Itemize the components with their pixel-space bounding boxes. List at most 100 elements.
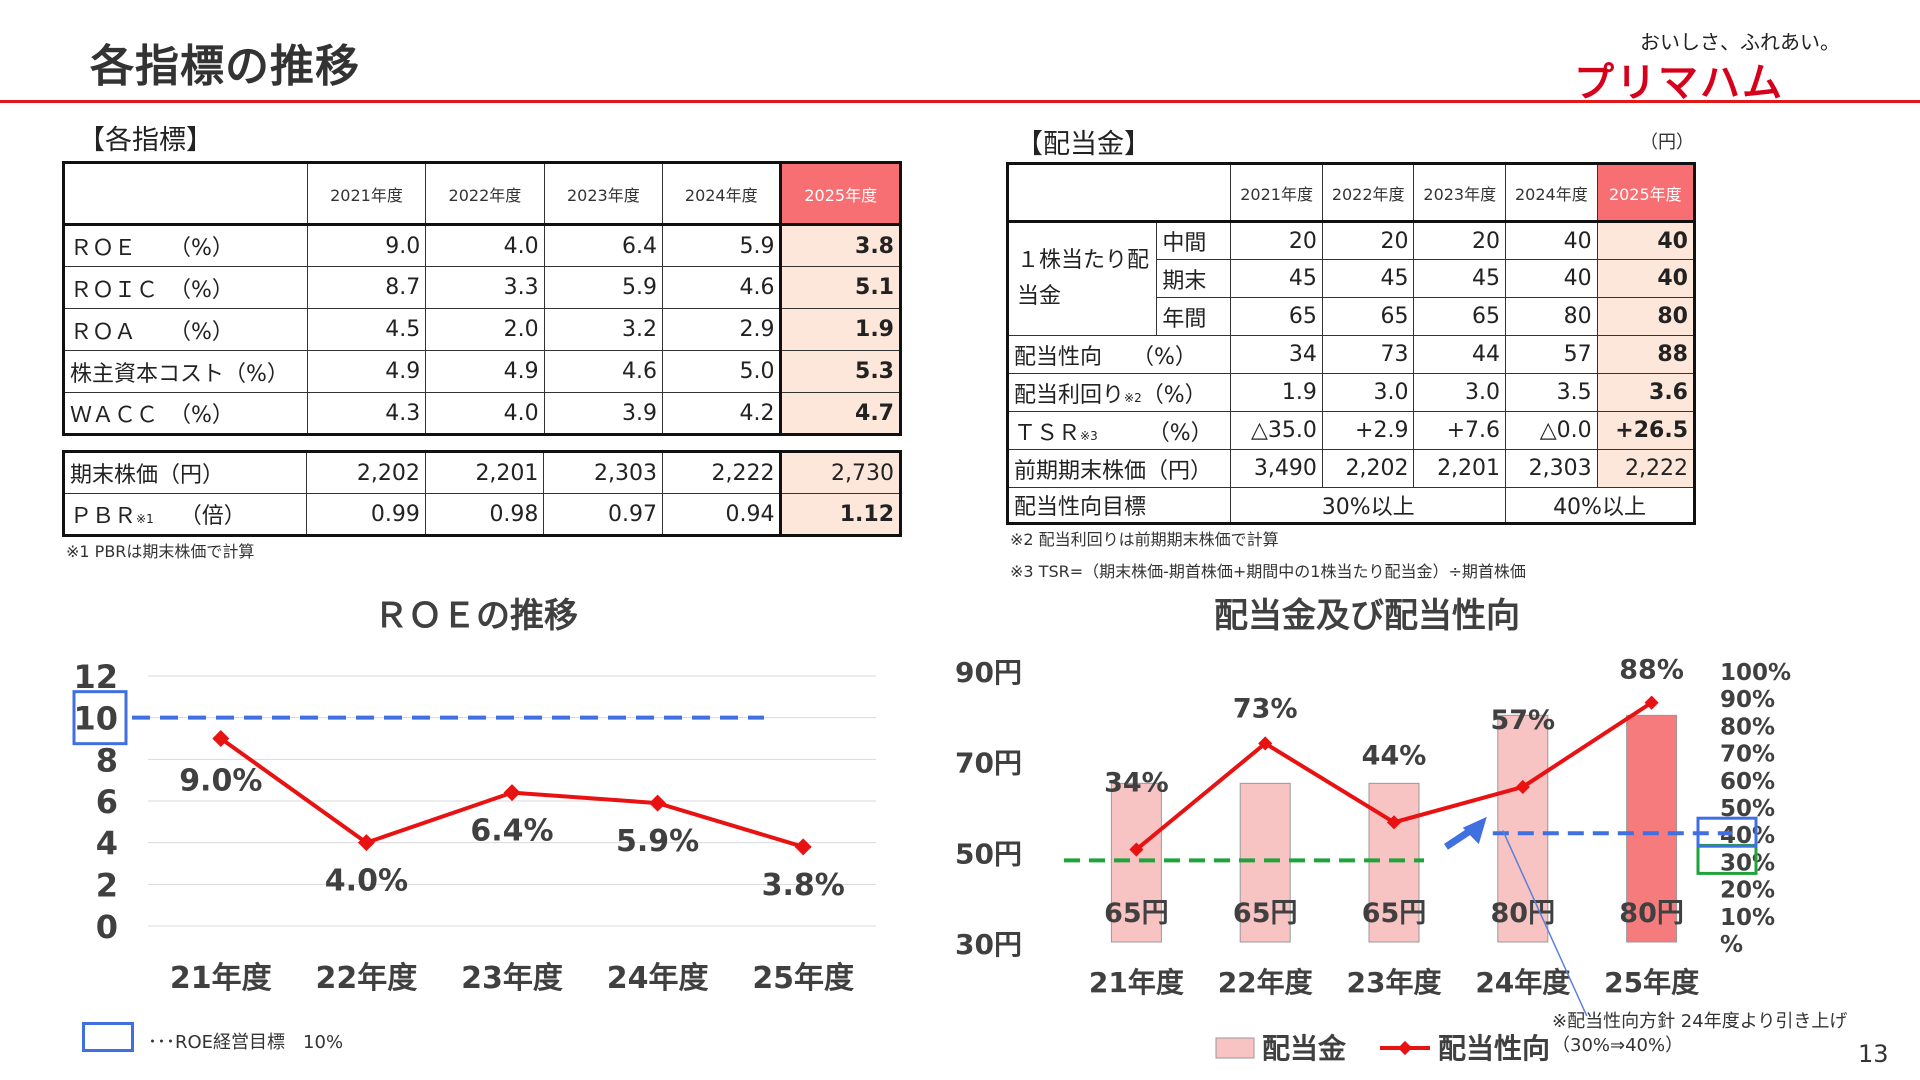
roe-target-legend-label: ･･･ROE経営目標 10% <box>148 1032 344 1053</box>
indicators-row-label: ＲＯＩＣ （%） <box>63 266 308 309</box>
dividends-row-note: ※3 <box>1080 428 1098 443</box>
dividends-cell: △35.0 <box>1230 411 1323 450</box>
table-row: 株主資本コスト（%） 4.9 4.9 4.6 5.0 5.3 <box>63 350 901 393</box>
indicators-cell: 6.4 <box>543 224 664 267</box>
dividends-cell: +7.6 <box>1413 411 1507 450</box>
price-cell-highlight: 2,730 <box>779 451 901 494</box>
policy-arrow-icon <box>1462 816 1487 845</box>
dividend-bar <box>1239 782 1291 943</box>
indicators-cell: 9.0 <box>306 224 427 267</box>
indicators-row-label: ＲＯＥ （%） <box>63 224 308 267</box>
dividends-header-highlight: 2025年度 <box>1596 163 1696 222</box>
roe-chart: 0 24 6 810 12 9.0% 21年度 4.0% 22年度 6.4% 23年度 5.9% 24年… <box>72 658 876 996</box>
dividend-bar-label: 80円 <box>1619 898 1684 929</box>
dividends-header: 2024年度 <box>1505 163 1598 222</box>
table-row: 期末 45 45 45 40 40 <box>1008 259 1696 298</box>
payout-data-label: 57% <box>1490 705 1555 736</box>
table-row: ＷＡＣＣ （%） 4.3 4.0 3.9 4.2 4.7 <box>63 392 901 435</box>
dividends-cell: 3,490 <box>1230 449 1323 488</box>
dividends-table: 2021年度 2022年度 2023年度 2024年度 2025年度 １株当たり… <box>1006 162 1696 525</box>
dividend-y-left-tick: 50円 <box>955 837 1022 870</box>
dividends-cell: 2,202 <box>1321 449 1415 488</box>
roe-point <box>503 784 521 802</box>
indicators-cell: 5.9 <box>662 224 782 267</box>
table-row: 配当利回り※2（%） 1.9 3.0 3.0 3.5 3.6 <box>1006 373 1696 412</box>
dividend-x-tick-label: 21年度 <box>1089 966 1184 999</box>
pbr-unit: （倍） <box>179 504 246 529</box>
dividends-cell: 65 <box>1321 297 1415 336</box>
dividends-cell-highlight: 88 <box>1596 335 1696 374</box>
legend-line-label: 配当性向 <box>1438 1032 1550 1065</box>
legend-bar-swatch <box>1215 1037 1255 1059</box>
legend-line-marker <box>1397 1040 1413 1056</box>
indicators-header: 2021年度 <box>306 162 427 225</box>
table-row: ＴＳＲ※3 （%） △35.0 +2.9 +7.6 △0.0 +26.5 <box>1006 411 1696 450</box>
roe-y-tick-label: 12 <box>73 658 118 696</box>
dividend-x-tick-label: 22年度 <box>1218 966 1313 999</box>
indicators-cell: 4.9 <box>425 350 545 393</box>
dividend-bar <box>1110 782 1162 943</box>
price-cell: 2,303 <box>543 451 663 494</box>
dividends-cell: 57 <box>1505 335 1598 374</box>
dividends-cell: 65 <box>1230 297 1323 336</box>
dividends-cell: 40 <box>1505 221 1598 260</box>
roe-point <box>649 794 667 812</box>
roe-target-legend-box <box>82 1022 134 1052</box>
dividends-cell-highlight: 80 <box>1596 297 1696 336</box>
payout-data-label: 34% <box>1104 768 1169 799</box>
dividend-bar-label: 65円 <box>1104 898 1169 929</box>
roe-x-tick-label: 25年度 <box>752 961 854 996</box>
indicators-header: 2022年度 <box>425 162 545 225</box>
dividends-cell: 2,201 <box>1413 449 1507 488</box>
legend-bar-label: 配当金 <box>1262 1032 1347 1065</box>
roe-y-tick-label: 10 <box>73 700 118 738</box>
dividend-y-right-tick: 70% <box>1720 742 1775 768</box>
roe-y-tick-label: 4 <box>96 825 118 863</box>
table-row: 期末株価（円） 2,202 2,201 2,303 2,222 2,730 <box>62 451 901 494</box>
dividends-cell-highlight: 2,222 <box>1596 449 1696 488</box>
dividends-section-title: 【配当金】 <box>1016 129 1151 160</box>
indicators-cell: 8.7 <box>306 266 427 309</box>
indicators-cell: 3.9 <box>543 392 664 435</box>
title-rule <box>0 100 1920 103</box>
dividends-row-label: ＴＳＲ※3 （%） <box>1006 411 1232 450</box>
pbr-note: ※1 <box>136 512 154 526</box>
dividend-y-right-tick: % <box>1720 932 1743 958</box>
dividends-header: 2021年度 <box>1230 163 1323 222</box>
indicators-cell: 4.0 <box>425 224 545 267</box>
target-a: 30%以上 <box>1230 487 1507 524</box>
roe-y-tick-label: 6 <box>96 783 118 821</box>
dividend-bar-label: 65円 <box>1233 898 1298 929</box>
dividend-y-right-tick: 100% <box>1720 660 1791 686</box>
roe-x-tick-label: 21年度 <box>170 961 272 996</box>
indicators-cell: 3.2 <box>543 308 664 351</box>
indicators-cell: 5.0 <box>662 350 782 393</box>
dividends-unit: （円） <box>1640 132 1694 153</box>
dividends-cell: 73 <box>1321 335 1415 374</box>
price-cell: 2,202 <box>306 451 426 494</box>
dividend-x-tick-label: 24年度 <box>1475 966 1570 999</box>
policy-note-leader <box>1502 830 1588 1017</box>
roe-x-tick-label: 23年度 <box>461 961 563 996</box>
payout-point <box>1644 695 1659 710</box>
dividend-bar-label: 65円 <box>1362 898 1427 929</box>
indicators-cell: 4.6 <box>662 266 782 309</box>
yield-footnote: ※2 配当利回りは前期期末株価で計算 <box>1010 530 1279 549</box>
table-row: 前期期末株価（円） 3,490 2,202 2,201 2,303 2,222 <box>1006 449 1696 488</box>
pbr-cell: 0.99 <box>306 493 426 536</box>
indicators-table: 2021年度 2022年度 2023年度 2024年度 2025年度 ＲＯＥ （… <box>62 161 902 436</box>
roe-data-label: 3.8% <box>762 868 845 903</box>
payout-data-label: 44% <box>1362 740 1427 771</box>
indicators-cell-highlight: 5.1 <box>779 266 901 309</box>
indicators-section-title: 【各指標】 <box>78 125 213 156</box>
dividends-cell-highlight: 40 <box>1596 221 1696 260</box>
roe-data-label: 6.4% <box>470 814 553 849</box>
dividend-x-tick-label: 25年度 <box>1604 966 1699 999</box>
indicators-cell: 4.5 <box>306 308 427 351</box>
indicators-cell: 3.3 <box>425 266 545 309</box>
roe-y-tick-label: 8 <box>96 741 118 779</box>
dividends-cell: 1.9 <box>1230 373 1323 412</box>
dividend-y-right-tick: 80% <box>1720 714 1775 740</box>
indicators-cell: 4.2 <box>662 392 782 435</box>
dividend-y-left-tick: 70円 <box>955 747 1022 780</box>
